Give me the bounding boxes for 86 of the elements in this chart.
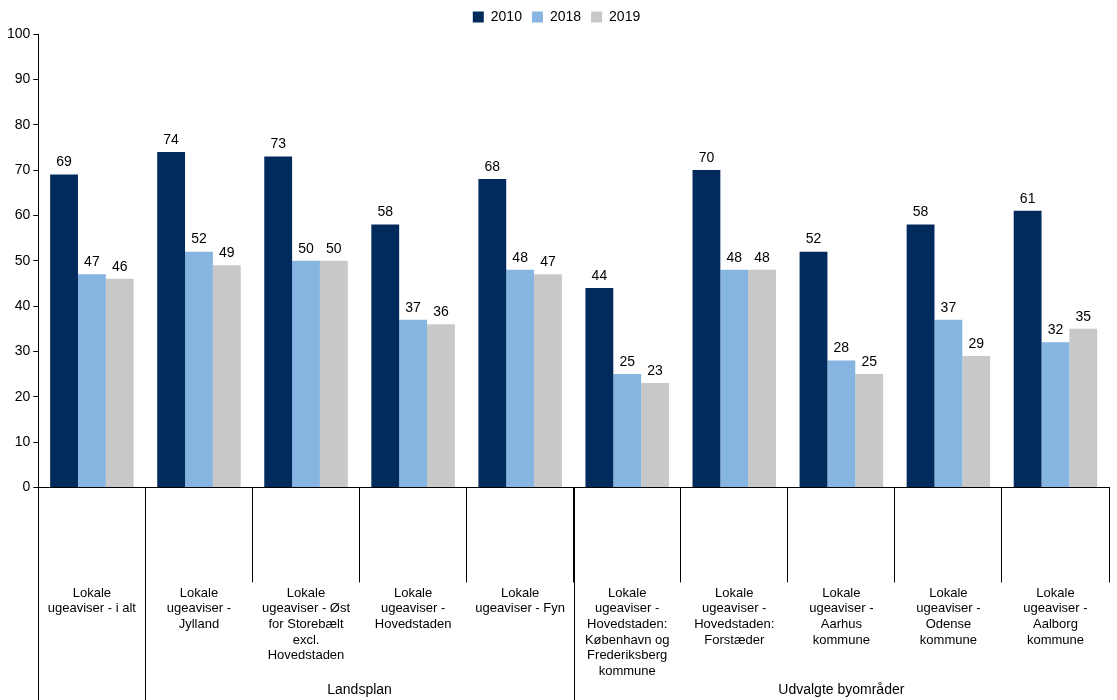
bar: [906, 224, 935, 487]
bar: [50, 174, 78, 487]
data-label: 70: [698, 148, 715, 165]
data-label: 28: [833, 339, 850, 356]
x-tick-label: Lokale ugeaviser - Øst for Storebælt excl. Hovedstaden: [261, 584, 351, 663]
data-label: 50: [326, 239, 342, 256]
x-tick-label: Lokale ugeaviser - Jylland: [166, 584, 232, 631]
y-tick-label: 60: [14, 206, 31, 223]
x-tick-label: Lokale ugeaviser - i alt: [47, 584, 137, 616]
bar: [319, 260, 348, 487]
data-label: 61: [1019, 189, 1036, 206]
bar: [1041, 342, 1070, 487]
bar: [799, 251, 828, 487]
data-label: 58: [377, 203, 394, 220]
y-tick-label: 40: [14, 296, 31, 313]
bar: [399, 319, 427, 487]
bar: [962, 355, 991, 487]
data-label: 74: [163, 130, 180, 147]
data-label: 52: [805, 230, 822, 247]
y-tick-label: 70: [14, 160, 31, 177]
y-tick-label: 30: [14, 342, 31, 359]
y-tick-label: 100: [7, 24, 31, 41]
data-label: 52: [191, 230, 207, 247]
data-label: 49: [219, 244, 235, 261]
x-tick-label: Lokale ugeaviser - Hovedstaden: [374, 584, 452, 631]
x-tick-label: Lokale ugeaviser - Hovedstaden: Forstæder: [694, 584, 775, 647]
data-label: 29: [968, 334, 985, 351]
bar: [1013, 210, 1042, 487]
bar: [77, 274, 106, 487]
bar: [264, 156, 293, 487]
y-tick-label: 80: [14, 115, 31, 132]
bar: [478, 179, 507, 487]
x-tick-label: Lokale ugeaviser - Odense kommune: [916, 584, 981, 647]
data-label: 37: [405, 298, 422, 315]
x-tick-label: Lokale ugeaviser - Fyn: [475, 584, 565, 616]
bar: [934, 319, 963, 487]
bar: [585, 287, 614, 487]
y-tick-label: 0: [22, 478, 31, 495]
bar: [105, 278, 134, 487]
data-label: 25: [619, 352, 636, 369]
bar: [720, 269, 749, 487]
bar: [692, 170, 721, 487]
data-label: 48: [726, 248, 743, 265]
data-label: 50: [298, 239, 315, 256]
y-tick-label: 20: [14, 387, 31, 404]
bar: [1069, 328, 1098, 487]
x-tick-label: Lokale ugeaviser - Aalborg kommune: [1023, 584, 1088, 647]
y-tick-label: 90: [14, 70, 31, 87]
data-label: 35: [1075, 307, 1092, 324]
data-label: 48: [512, 248, 529, 265]
bar: [855, 374, 884, 487]
data-label: 48: [754, 248, 771, 265]
data-label: 32: [1047, 321, 1064, 338]
bar: [212, 265, 241, 487]
bar: [613, 374, 642, 487]
data-label: 25: [861, 352, 878, 369]
legend-label: 2018: [549, 7, 582, 24]
data-label: 44: [591, 266, 608, 283]
bar: [827, 360, 856, 487]
bar: [641, 383, 669, 487]
bar: [185, 251, 213, 487]
y-tick-label: 50: [14, 251, 31, 268]
data-label: 58: [912, 203, 929, 220]
data-label: 47: [540, 253, 556, 270]
y-tick-label: 10: [14, 432, 31, 449]
x-tick-label: Lokale ugeaviser - Aarhus kommune: [809, 584, 874, 647]
data-label: 47: [84, 253, 100, 270]
text: Landsplan: [327, 680, 392, 697]
data-label: 36: [433, 303, 449, 320]
legend-label: 2010: [490, 7, 523, 24]
data-label: 37: [940, 298, 957, 315]
bar: [427, 324, 455, 487]
bar: [506, 269, 535, 487]
x-tick-label: Lokale ugeaviser - Hovedstaden: København og Frederiksberg kommune: [584, 584, 670, 678]
data-label: 69: [56, 153, 73, 170]
legend-label: 2019: [609, 7, 641, 24]
bar: [748, 269, 777, 487]
bar: [292, 260, 320, 487]
data-label: 73: [270, 135, 287, 152]
data-label: 68: [484, 157, 501, 174]
bar: [157, 151, 186, 487]
text: Udvalgte byområder: [778, 680, 905, 697]
bar: [534, 274, 562, 487]
bar: [371, 224, 400, 487]
data-label: 46: [111, 257, 128, 274]
data-label: 23: [647, 361, 664, 378]
